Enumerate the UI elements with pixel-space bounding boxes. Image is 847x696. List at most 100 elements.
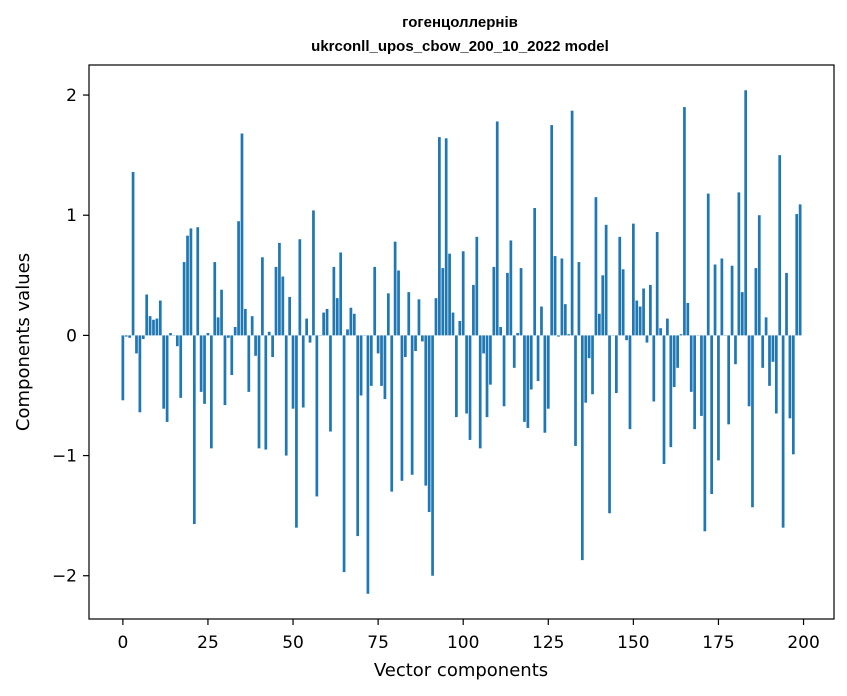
bar-164 — [679, 334, 683, 336]
bar-157 — [655, 232, 659, 336]
x-tick-label: 175 — [702, 633, 734, 653]
bar-190 — [768, 335, 771, 386]
bar-40 — [257, 335, 261, 449]
bar-32 — [230, 335, 234, 376]
bar-137 — [587, 335, 591, 359]
bar-38 — [250, 316, 254, 336]
bar-3 — [131, 171, 135, 336]
bar-116 — [516, 332, 520, 336]
chart-subtitle: ukrconll_upos_cbow_200_10_2022 model — [311, 38, 609, 55]
bar-35 — [240, 133, 244, 336]
bar-161 — [669, 335, 673, 448]
bar-173 — [710, 335, 714, 495]
bar-26 — [209, 335, 213, 449]
bar-162 — [672, 335, 676, 388]
y-axis-label: Components values — [13, 253, 34, 431]
bar-97 — [451, 312, 455, 336]
bar-168 — [693, 335, 696, 430]
bar-122 — [536, 335, 540, 382]
bar-167 — [689, 335, 693, 392]
bar-154 — [645, 335, 649, 343]
bar-149 — [628, 335, 632, 430]
bar-102 — [468, 335, 472, 440]
bar-99 — [458, 320, 462, 336]
bar-124 — [543, 335, 547, 433]
bar-194 — [781, 335, 785, 528]
bar-170 — [700, 335, 703, 416]
bar-57 — [315, 335, 319, 497]
bar-145 — [614, 335, 618, 394]
bar-158 — [659, 328, 662, 336]
bar-50 — [291, 335, 295, 409]
bar-14 — [169, 332, 172, 336]
bar-117 — [519, 268, 523, 336]
bar-108 — [489, 335, 492, 385]
bar-59 — [322, 312, 326, 336]
bar-11 — [158, 300, 162, 336]
bar-46 — [278, 242, 281, 336]
bar-56 — [312, 210, 315, 336]
bar-103 — [472, 284, 475, 336]
bar-91 — [431, 335, 434, 576]
bar-81 — [397, 270, 400, 336]
bar-21 — [192, 335, 196, 525]
bar-131 — [567, 334, 571, 336]
bar-4 — [135, 335, 138, 354]
bar-17 — [179, 335, 183, 398]
x-axis-label: Vector components — [374, 660, 548, 681]
bar-52 — [298, 239, 302, 336]
bar-44 — [271, 335, 274, 358]
x-tick-label: 200 — [787, 633, 819, 653]
bar-195 — [785, 272, 788, 336]
bar-107 — [485, 335, 489, 418]
bar-178 — [727, 335, 731, 425]
bar-41 — [261, 257, 264, 336]
bar-112 — [502, 335, 506, 407]
bar-85 — [410, 335, 414, 475]
bar-29 — [220, 289, 223, 336]
bar-163 — [676, 335, 679, 368]
x-tick-label: 50 — [282, 633, 304, 653]
bar-77 — [383, 335, 387, 400]
bar-73 — [369, 335, 373, 386]
bar-64 — [339, 252, 343, 336]
bar-1 — [124, 335, 128, 337]
bar-78 — [386, 293, 390, 336]
bar-196 — [788, 335, 792, 419]
bar-130 — [563, 304, 567, 336]
y-tick-label: 1 — [66, 206, 77, 226]
bar-63 — [335, 298, 339, 336]
bar-125 — [546, 335, 550, 409]
bar-155 — [649, 284, 652, 336]
bar-113 — [506, 272, 509, 336]
bar-98 — [455, 335, 458, 418]
bar-147 — [621, 269, 625, 336]
bar-30 — [223, 335, 227, 406]
bar-171 — [703, 335, 707, 532]
bar-87 — [417, 299, 421, 336]
bar-82 — [400, 335, 404, 481]
y-tick-label: −1 — [52, 447, 77, 467]
bar-148 — [625, 335, 628, 341]
bar-90 — [427, 335, 431, 513]
x-tick-label: 25 — [197, 633, 219, 653]
bar-95 — [444, 138, 448, 336]
bar-12 — [162, 335, 166, 409]
bar-140 — [597, 313, 601, 336]
bar-39 — [254, 335, 257, 356]
bar-6 — [141, 335, 145, 339]
bar-60 — [325, 308, 329, 336]
bar-20 — [189, 228, 193, 336]
bar-8 — [148, 316, 152, 336]
bar-27 — [213, 262, 217, 336]
bar-174 — [713, 264, 717, 336]
bar-23 — [199, 335, 203, 392]
bar-36 — [244, 308, 247, 336]
bar-7 — [145, 294, 149, 336]
bar-89 — [424, 335, 428, 486]
x-tick-label: 100 — [447, 633, 479, 653]
bar-0 — [121, 335, 125, 401]
bar-45 — [274, 266, 278, 336]
bar-109 — [492, 266, 496, 336]
bar-93 — [438, 137, 441, 336]
